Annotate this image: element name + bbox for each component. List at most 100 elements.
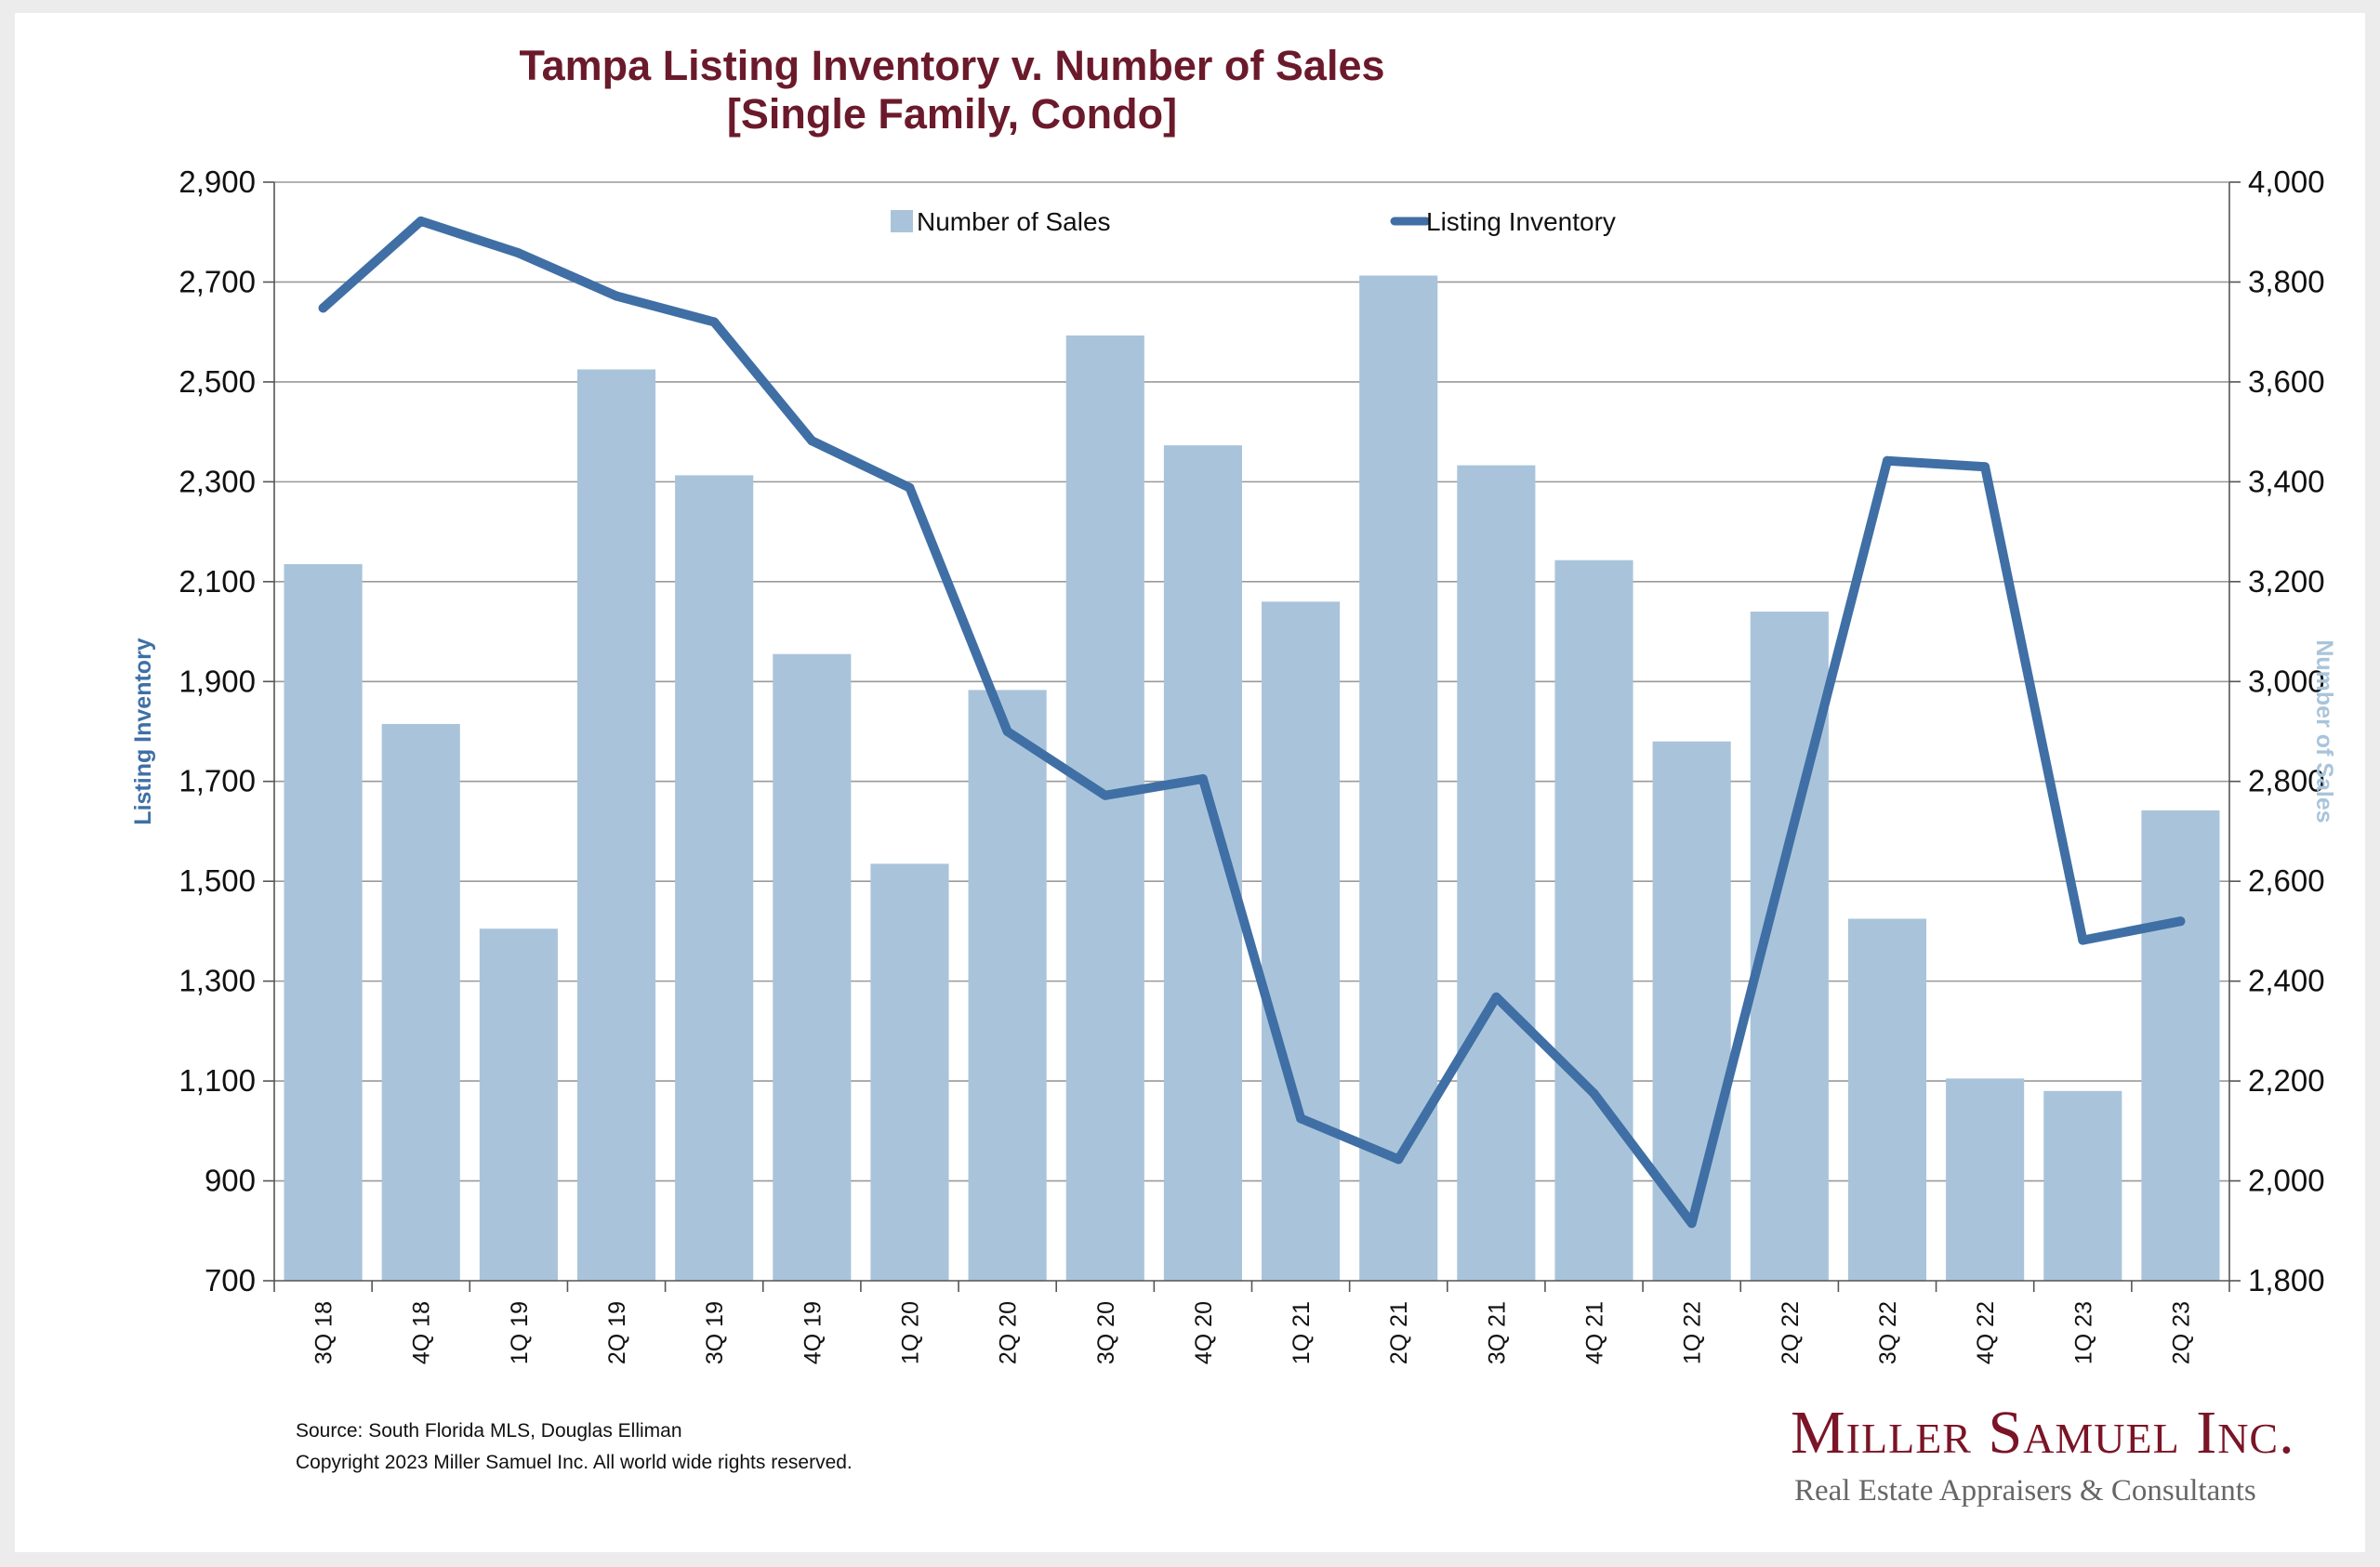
chart-title: Tampa Listing Inventory v. Number of Sal… [519,42,1384,89]
line-point [807,436,817,446]
bar [1847,918,1927,1281]
y-tick-label-left: 2,700 [178,264,256,298]
x-tick-label: 4Q 21 [1582,1301,1608,1364]
y-tick-label-left: 2,100 [178,564,256,599]
line-point [612,291,622,301]
line-point [1589,1088,1599,1099]
y-tick-label-right: 2,600 [2248,863,2325,898]
x-tick-label: 1Q 22 [1680,1301,1706,1364]
line-point [2175,916,2186,927]
axes: 700 1,800 900 2,000 1,100 2,200 1,300 2,400 1,50… [178,165,2324,1364]
line-point [416,216,426,226]
y-axis-title-right: Number of Sales [2311,639,2337,823]
chart-svg: Tampa Listing Inventory v. Number of Sal… [130,42,2337,1364]
legend-label-sales: Number of Sales [917,207,1111,236]
line-point [1882,455,1892,466]
bar [1065,335,1144,1281]
listing-inventory-line [318,216,2186,1229]
bar [675,475,754,1281]
x-tick-label: 3Q 21 [1484,1301,1510,1364]
y-tick-label-right: 2,000 [2248,1164,2325,1198]
line-point [905,482,915,493]
bar [284,564,363,1281]
y-tick-label-right: 2,800 [2248,764,2325,798]
line-point [1980,462,1990,472]
y-tick-label-right: 1,800 [2248,1263,2325,1297]
x-tick-label: 2Q 19 [604,1301,630,1364]
y-tick-label-right: 3,200 [2248,564,2325,599]
bars [284,275,2220,1282]
x-tick-label: 4Q 19 [800,1301,826,1364]
legend-swatch-sales [891,210,913,232]
x-tick-label: 4Q 20 [1191,1301,1217,1364]
x-tick-label: 3Q 19 [702,1301,728,1364]
bar [1359,275,1438,1282]
bar [773,653,852,1281]
line-point [1100,790,1110,800]
x-tick-label: 3Q 22 [1875,1301,1901,1364]
x-tick-label: 4Q 18 [409,1301,435,1364]
bar [1946,1078,2025,1281]
y-tick-label-left: 1,500 [178,863,256,898]
x-tick-label: 2Q 22 [1778,1301,1804,1364]
bar [1554,560,1633,1281]
y-tick-label-left: 2,900 [178,165,256,199]
y-tick-label-left: 2,300 [178,464,256,498]
bar [968,690,1047,1281]
x-tick-label: 1Q 19 [507,1301,533,1364]
y-tick-label-left: 1,100 [178,1063,256,1098]
y-tick-label-right: 2,200 [2248,1063,2325,1098]
legend: Number of Sales Listing Inventory [891,207,1616,236]
line-point [1296,1113,1306,1124]
x-tick-label: 1Q 23 [2070,1301,2096,1364]
bar [381,723,460,1281]
bar [1652,741,1731,1281]
y-axis-title-left: Listing Inventory [130,638,156,825]
chart-subtitle: [Single Family, Condo] [727,90,1177,138]
bar [2043,1090,2122,1281]
y-tick-label-right: 3,000 [2248,664,2325,698]
x-tick-label: 4Q 22 [1973,1301,1999,1364]
y-tick-label-left: 1,900 [178,664,256,698]
line-point [2078,935,2088,945]
source-note: Source: South Florida MLS, Douglas Ellim… [296,1420,682,1442]
line-point [1394,1154,1404,1165]
line-point [318,303,328,313]
line-point [1491,992,1501,1002]
y-tick-label-right: 3,600 [2248,364,2325,399]
x-tick-label: 2Q 20 [996,1301,1022,1364]
gridlines [274,181,2229,1182]
y-tick-label-right: 4,000 [2248,165,2325,199]
y-tick-label-right: 3,800 [2248,264,2325,298]
x-tick-label: 2Q 23 [2168,1301,2194,1364]
copyright-note: Copyright 2023 Miller Samuel Inc. All wo… [296,1452,853,1473]
x-tick-label: 1Q 21 [1289,1301,1315,1364]
brand-logo-name: Miller Samuel Inc. [1791,1399,2295,1467]
y-tick-label-left: 900 [205,1164,256,1198]
bar [2141,810,2220,1281]
legend-label-inventory: Listing Inventory [1426,207,1616,236]
line-point [1686,1218,1697,1229]
line-point [709,317,720,327]
x-tick-label: 1Q 20 [897,1301,923,1364]
line-point [1197,774,1208,784]
bar [1262,601,1341,1281]
y-tick-label-left: 1,700 [178,764,256,798]
y-tick-label-right: 2,400 [2248,964,2325,998]
y-tick-label-right: 3,400 [2248,464,2325,498]
line-series [318,216,2186,1229]
bar [870,863,949,1281]
bar [479,928,558,1281]
y-tick-label-left: 1,300 [178,964,256,998]
y-tick-label-left: 700 [205,1263,256,1297]
bar [1457,465,1536,1281]
x-tick-label: 3Q 18 [311,1301,337,1364]
x-tick-label: 3Q 20 [1093,1301,1119,1364]
bar [576,369,656,1281]
brand-logo-tagline: Real Estate Appraisers & Consultants [1794,1474,2256,1508]
x-tick-label: 2Q 21 [1386,1301,1412,1364]
y-tick-label-left: 2,500 [178,364,256,399]
line-point [1002,727,1012,736]
line-point [513,248,523,258]
line-point [1784,836,1794,847]
